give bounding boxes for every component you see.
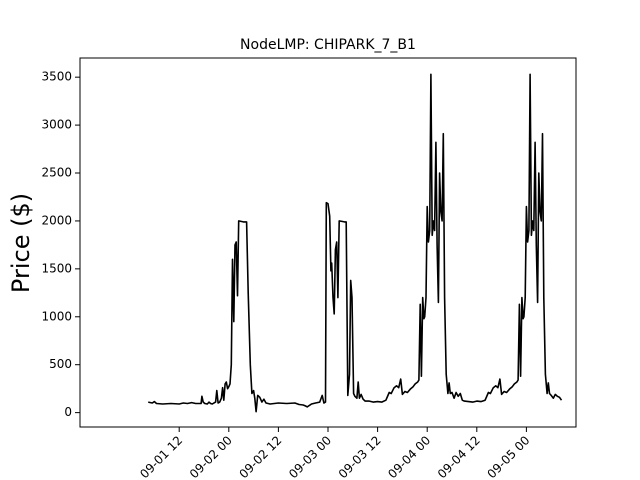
y-axis-label: Price ($) bbox=[7, 193, 35, 293]
price-series-line bbox=[148, 73, 563, 413]
y-tick-label: 1000 bbox=[41, 309, 72, 323]
axes-frame bbox=[79, 57, 577, 428]
x-tick-label: 09-02 12 bbox=[236, 433, 284, 480]
x-tick-label: 09-05 00 bbox=[484, 433, 532, 480]
x-tick-label: 09-02 00 bbox=[187, 433, 235, 480]
y-tick-label: 2000 bbox=[41, 213, 72, 227]
y-tick-label: 0 bbox=[64, 405, 72, 419]
x-tick-label: 09-04 12 bbox=[435, 433, 483, 480]
y-tick-label: 1500 bbox=[41, 261, 72, 275]
x-tick-label: 09-01 12 bbox=[137, 433, 185, 480]
x-axis-ticks: 09-01 12 09-02 00 09-02 12 09-03 00 09-03 12… bbox=[137, 427, 533, 480]
x-tick-label: 09-04 00 bbox=[385, 433, 433, 480]
y-tick-label: 3500 bbox=[41, 70, 72, 84]
plot-area bbox=[148, 73, 563, 413]
y-axis-ticks: 0 500 1000 1500 2000 2500 3000 3500 bbox=[41, 70, 80, 419]
y-tick-label: 3000 bbox=[41, 118, 72, 132]
y-tick-label: 500 bbox=[49, 357, 72, 371]
x-tick-label: 09-03 00 bbox=[286, 433, 334, 480]
x-tick-label: 09-03 12 bbox=[336, 433, 384, 480]
y-tick-label: 2500 bbox=[41, 166, 72, 180]
chart-title: NodeLMP: CHIPARK_7_B1 bbox=[240, 37, 416, 53]
